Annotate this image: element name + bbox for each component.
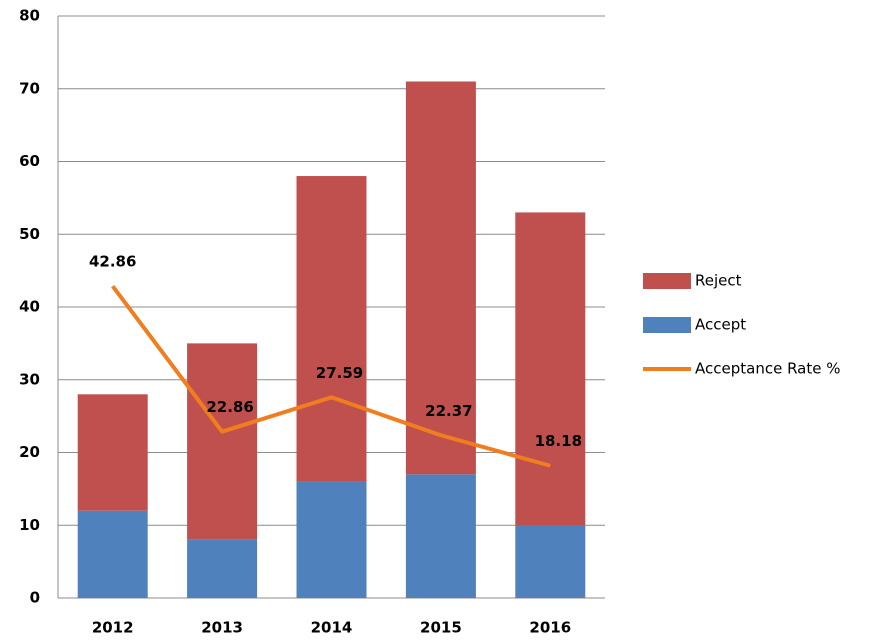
data-label: 22.37	[425, 402, 472, 420]
bar	[296, 481, 367, 598]
legend-swatch	[643, 273, 691, 289]
y-tick-label: 60	[19, 152, 40, 170]
data-label: 22.86	[206, 398, 253, 416]
legend-swatch	[643, 317, 691, 333]
bar	[77, 394, 148, 511]
x-tick-label: 2014	[311, 619, 353, 637]
bar	[405, 474, 476, 598]
y-tick-label: 50	[19, 225, 40, 243]
bar	[515, 212, 586, 526]
data-label: 18.18	[535, 432, 582, 450]
x-tick-label: 2013	[201, 619, 243, 637]
bar	[405, 81, 476, 475]
y-tick-label: 10	[19, 516, 40, 534]
y-tick-label: 40	[19, 298, 40, 316]
y-tick-label: 20	[19, 443, 40, 461]
x-tick-label: 2012	[92, 619, 134, 637]
data-label: 27.59	[316, 364, 363, 382]
legend-label: Reject	[695, 272, 742, 290]
y-tick-label: 80	[19, 7, 40, 25]
bar	[296, 176, 367, 482]
bar	[187, 343, 258, 540]
y-tick-label: 0	[30, 589, 40, 607]
legend-label: Accept	[695, 316, 746, 334]
bar	[77, 510, 148, 598]
y-tick-label: 30	[19, 370, 40, 388]
x-tick-label: 2016	[529, 619, 571, 637]
y-tick-label: 70	[19, 79, 40, 97]
legend-label: Acceptance Rate %	[695, 360, 840, 378]
x-tick-label: 2015	[420, 619, 462, 637]
line	[111, 284, 551, 468]
bar	[187, 539, 258, 598]
bar	[515, 525, 586, 598]
data-label: 42.86	[89, 253, 136, 271]
